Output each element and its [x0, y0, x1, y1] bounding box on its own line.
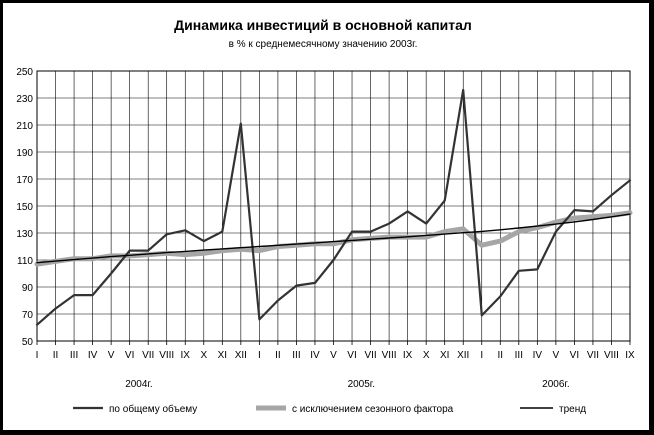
chart-subtitle: в % к среднемесячному значению 2003г.	[229, 39, 418, 50]
series-line-3	[36, 213, 631, 264]
y-tick-label: 170	[16, 175, 33, 186]
x-tick-label: XII	[457, 350, 469, 361]
x-tick-label: IV	[533, 350, 543, 361]
x-tick-label: IX	[181, 350, 191, 361]
y-tick-label: 150	[16, 202, 33, 213]
x-tick-label: VII	[364, 350, 376, 361]
x-tick-label: V	[330, 350, 337, 361]
x-tick-label: VI	[570, 350, 579, 361]
y-tick-label: 250	[16, 67, 33, 78]
x-tick-label: X	[423, 350, 430, 361]
series-lines	[34, 88, 633, 326]
y-tick-label: 110	[17, 256, 33, 267]
x-tick-label: III	[515, 350, 523, 361]
x-tick-label: VII	[587, 350, 599, 361]
x-tick-label: II	[498, 350, 504, 361]
x-tick-label: I	[258, 350, 261, 361]
x-axis: I II III IV V VI VII VIII IX X XI XII I II III IV V VI VII…	[36, 341, 635, 361]
y-tick-label: 190	[16, 148, 33, 159]
x-tick-label: IX	[625, 350, 635, 361]
x-tick-label: I	[480, 350, 483, 361]
x-tick-label: IV	[310, 350, 320, 361]
y-tick-label: 130	[16, 229, 33, 240]
series-line-1	[35, 88, 632, 326]
x-tick-label: IX	[403, 350, 413, 361]
year-label: 2004г.	[125, 379, 152, 390]
x-tick-label: VIII	[604, 350, 619, 361]
x-tick-label: VIII	[159, 350, 174, 361]
x-tick-label: XI	[218, 350, 227, 361]
line-chart: Динамика инвестиций в основной капитал в…	[16, 17, 635, 415]
x-tick-label: V	[553, 350, 560, 361]
x-tick-label: VI	[125, 350, 134, 361]
x-tick-label: VII	[142, 350, 154, 361]
y-tick-label: 70	[22, 310, 34, 321]
gridlines	[37, 70, 630, 342]
y-axis: 50 70 90 110 130 150 170 190 210 230 250	[16, 67, 33, 348]
x-tick-label: II	[53, 350, 59, 361]
year-labels: 2004г. 2005г. 2006г.	[125, 379, 569, 390]
x-tick-label: VI	[347, 350, 356, 361]
x-tick-label: XI	[440, 350, 449, 361]
x-tick-label: II	[275, 350, 281, 361]
y-tick-label: 230	[16, 94, 33, 105]
x-tick-label: IV	[88, 350, 98, 361]
chart-title: Динамика инвестиций в основной капитал	[174, 17, 472, 33]
legend: по общему объему с исключением сезонного …	[73, 403, 586, 415]
x-tick-label: VIII	[382, 350, 397, 361]
x-tick-label: III	[292, 350, 300, 361]
year-label: 2005г.	[348, 379, 375, 390]
x-tick-label: V	[108, 350, 115, 361]
y-tick-label: 50	[22, 337, 34, 348]
x-tick-label: XII	[235, 350, 247, 361]
x-tick-label: X	[200, 350, 207, 361]
legend-label: по общему объему	[109, 403, 197, 415]
x-tick-label: I	[36, 350, 39, 361]
x-tick-label: III	[70, 350, 78, 361]
y-tick-label: 210	[16, 121, 33, 132]
year-label: 2006г.	[542, 379, 569, 390]
legend-label: тренд	[559, 404, 586, 415]
chart-frame: Динамика инвестиций в основной капитал в…	[2, 2, 650, 431]
y-tick-label: 90	[22, 283, 34, 294]
legend-label: с исключением сезонного фактора	[292, 403, 454, 415]
